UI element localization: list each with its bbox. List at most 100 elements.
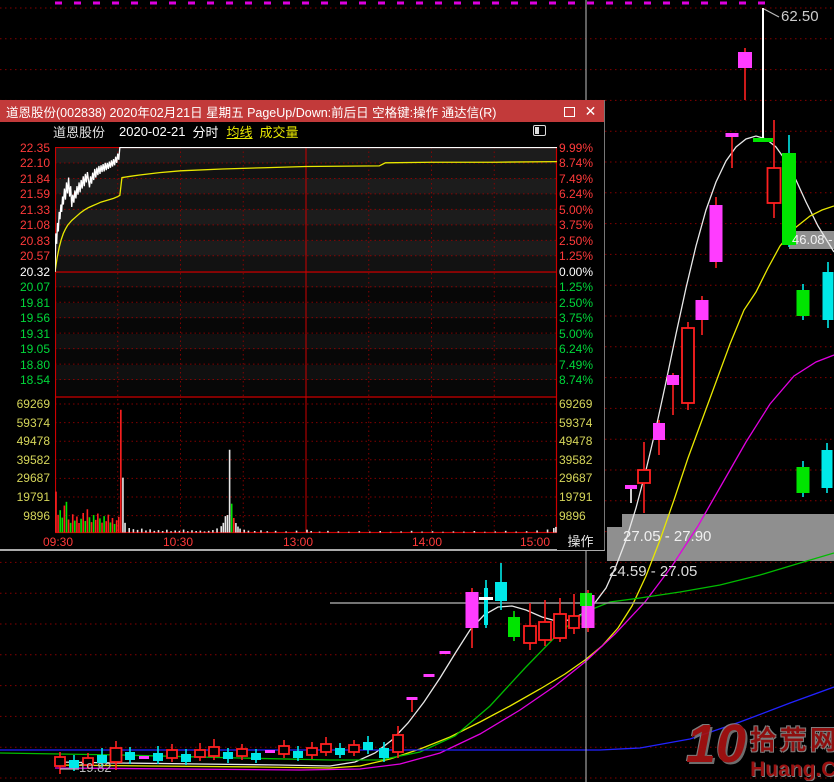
day-high-price-label: 62.50	[781, 8, 819, 25]
candle-body	[465, 592, 479, 628]
volume-axis-label: 59374	[559, 415, 593, 430]
volume-axis-label: 59374	[16, 415, 50, 430]
candle-body	[695, 300, 709, 320]
percent-axis-label: 7.49%	[559, 171, 594, 186]
candle-up-hollow	[54, 756, 66, 767]
candle-body	[406, 697, 418, 700]
average-price-line	[55, 160, 558, 273]
candle-body	[625, 485, 637, 489]
candle-up-hollow	[194, 749, 206, 758]
gap-range-lower-label: 24.59 - 27.05	[609, 563, 698, 580]
percent-axis: 9.99% 8.74% 7.49% 6.24% 5.00% 3.75% 2.50% 1.25%…	[559, 100, 605, 549]
popup-title: 道恩股份(002838) 2020年02月21日 星期五 PageUp/Down…	[6, 105, 497, 120]
price-axis-label: 22.35	[19, 141, 50, 155]
candle-body	[822, 272, 834, 320]
doji-close-mark	[753, 138, 773, 142]
candle-up-hollow	[681, 327, 695, 404]
day-low-price-label: 19.82	[79, 760, 112, 775]
time-axis-label: 09:30	[43, 535, 74, 549]
ma-toggle[interactable]: 均线	[226, 125, 253, 140]
price-axis-label: 20.32	[19, 264, 50, 279]
volume-axis-label: 69269	[559, 397, 593, 411]
volume-axis-label: 29687	[559, 471, 593, 486]
percent-axis-label: 8.74%	[559, 373, 594, 388]
candle-body	[738, 52, 752, 68]
volume-axis-left: 69269 59374 49478 39582 29687 19791 9896	[0, 100, 50, 549]
candle-up-hollow	[637, 469, 651, 484]
candle-body	[479, 597, 493, 600]
volume-axis-label: 69269	[16, 397, 50, 411]
percent-axis-label: 5.00%	[559, 326, 594, 341]
price-line	[55, 147, 557, 273]
gap-price-box	[789, 231, 834, 249]
price-axis-label: 21.08	[19, 218, 50, 233]
stock-name-label: 道恩股份	[53, 125, 106, 140]
percent-axis-label: 1.25%	[559, 249, 594, 264]
candle-body	[508, 617, 520, 637]
ma-line-yellow	[54, 205, 834, 769]
gap-range-upper-label: 27.05 - 27.90	[623, 528, 712, 545]
chart-toolbar: 道恩股份 2020-02-21 分时 均线 成交量	[0, 122, 604, 141]
volume-axis-right: 69269 59374 49478 39582 29687 19791 9896	[559, 100, 605, 549]
candle-up-hollow	[553, 613, 567, 639]
ma-line-green	[0, 552, 834, 761]
close-icon[interactable]: ✕	[584, 102, 597, 119]
gap-price-box	[607, 527, 834, 561]
candle-up-hollow	[166, 749, 178, 759]
intraday-popup-window[interactable]: 道恩股份(002838) 2020年02月21日 星期五 PageUp/Down…	[0, 100, 605, 551]
volume-toggle[interactable]: 成交量	[259, 125, 299, 140]
action-button[interactable]: 操作	[557, 533, 604, 550]
price-axis-label: 19.81	[19, 295, 50, 310]
mode-label: 分时	[192, 125, 219, 140]
price-axis: 22.35 22.10 21.84 21.59 21.33 21.08 20.83 20.57…	[0, 100, 50, 549]
percent-axis-label: 1.25%	[559, 280, 594, 295]
price-axis-label: 20.07	[19, 280, 50, 295]
price-axis-label: 18.54	[19, 373, 50, 388]
price-axis-label: 19.56	[19, 311, 50, 326]
percent-axis-label: 2.50%	[559, 295, 594, 310]
candle-up-hollow	[320, 743, 332, 753]
candle-up-hollow	[538, 621, 552, 641]
price-axis-label: 20.57	[19, 249, 50, 264]
candle-body	[251, 753, 261, 760]
candle-body	[335, 748, 345, 755]
candle-up-hollow	[348, 744, 360, 753]
candle-up-hollow	[766, 167, 782, 204]
percent-axis-label: 3.75%	[559, 218, 594, 233]
candle-up-hollow	[306, 747, 318, 756]
candle-up-hollow	[109, 747, 123, 763]
candle-body	[125, 752, 135, 760]
date-label: 2020-02-21	[119, 124, 186, 139]
price-axis-label: 22.10	[19, 156, 50, 171]
popup-titlebar[interactable]: 道恩股份(002838) 2020年02月21日 星期五 PageUp/Down…	[0, 100, 604, 122]
price-axis-label: 20.83	[19, 233, 50, 248]
price-axis-label: 19.31	[19, 326, 50, 341]
candle-body	[181, 754, 191, 762]
candle-body	[821, 450, 833, 488]
candle-up-hollow	[82, 757, 94, 766]
candle-body	[379, 748, 389, 758]
percent-axis-label: 5.00%	[559, 202, 594, 217]
price-axis-label: 21.59	[19, 187, 50, 202]
volume-axis-label: 39582	[559, 452, 593, 467]
candle-body	[484, 588, 488, 625]
candle-body	[363, 742, 373, 750]
candle-up-hollow	[236, 748, 248, 757]
candle-body	[265, 750, 275, 753]
volume-axis-label: 49478	[16, 434, 50, 449]
percent-axis-label: 8.74%	[559, 156, 594, 171]
price-axis-label: 18.80	[19, 357, 50, 372]
percent-axis-label: 0.00%	[559, 264, 594, 279]
candle-body	[495, 582, 507, 601]
intraday-chart-plot[interactable]	[55, 147, 558, 534]
candle-body	[782, 153, 796, 245]
time-axis-label: 13:00	[283, 535, 314, 549]
percent-axis-label: 2.50%	[559, 233, 594, 248]
candle-up-hollow	[278, 745, 290, 755]
candle-body	[69, 760, 79, 768]
percent-axis-label: 3.75%	[559, 311, 594, 326]
panel-layout-icon[interactable]	[533, 125, 546, 136]
ma-line-magenta	[54, 354, 834, 771]
candle-body	[223, 752, 233, 759]
maximize-icon[interactable]	[564, 106, 575, 117]
